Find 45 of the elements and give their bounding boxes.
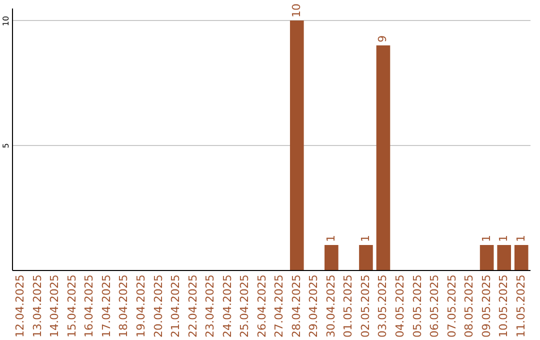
data-label: 1 xyxy=(480,235,493,242)
x-tick-label: 05.05.2025 xyxy=(410,274,424,338)
bar xyxy=(290,20,304,270)
x-tick-label: 28.04.2025 xyxy=(290,274,303,338)
bar xyxy=(376,45,390,270)
bar xyxy=(497,245,512,270)
x-tick-label: 13.04.2025 xyxy=(30,274,44,338)
x-tick-label: 09.05.2025 xyxy=(480,274,493,338)
x-tick-label: 27.04.2025 xyxy=(272,274,286,338)
bar xyxy=(480,245,494,270)
x-tick-label: 03.05.2025 xyxy=(376,274,390,338)
x-tick-label: 25.04.2025 xyxy=(238,274,252,338)
x-tick-label: 19.04.2025 xyxy=(134,274,148,338)
data-label: 1 xyxy=(358,235,372,242)
x-tick-label: 16.04.2025 xyxy=(82,274,96,338)
x-tick-label: 02.05.2025 xyxy=(358,274,372,338)
x-tick-label: 15.04.2025 xyxy=(65,274,78,338)
x-tick-label: 08.05.2025 xyxy=(462,274,476,338)
x-tick-label: 12.04.2025 xyxy=(14,274,27,338)
x-tick-label: 01.05.2025 xyxy=(342,274,355,338)
bar xyxy=(324,245,338,270)
x-tick-label: 06.05.2025 xyxy=(428,274,442,338)
data-label: 1 xyxy=(324,235,338,242)
y-tick-label: 5 xyxy=(2,143,10,148)
x-tick-label: 18.04.2025 xyxy=(117,274,130,338)
x-tick-label: 29.04.2025 xyxy=(307,274,320,338)
x-tick-label: 07.05.2025 xyxy=(445,274,458,338)
x-tick-label: 11.05.2025 xyxy=(514,274,528,338)
x-tick-label: 17.04.2025 xyxy=(100,274,113,338)
x-tick-label: 14.04.2025 xyxy=(48,274,62,338)
data-label: 10 xyxy=(290,3,303,18)
x-tick-label: 24.04.2025 xyxy=(220,274,234,338)
x-tick-label: 22.04.2025 xyxy=(186,274,200,338)
data-label: 1 xyxy=(514,235,528,242)
x-tick-label: 23.04.2025 xyxy=(204,274,217,338)
data-label: 1 xyxy=(497,235,510,242)
bar xyxy=(514,245,528,270)
data-label: 9 xyxy=(376,35,390,42)
bar xyxy=(359,245,373,270)
x-tick-label: 04.05.2025 xyxy=(394,274,406,338)
x-tick-label: 30.04.2025 xyxy=(324,274,338,338)
x-tick-label: 21.04.2025 xyxy=(169,274,182,338)
x-tick-label: 20.04.2025 xyxy=(152,274,165,338)
x-tick-label: 10.05.2025 xyxy=(497,274,510,338)
x-tick-label: 26.04.2025 xyxy=(255,274,268,338)
